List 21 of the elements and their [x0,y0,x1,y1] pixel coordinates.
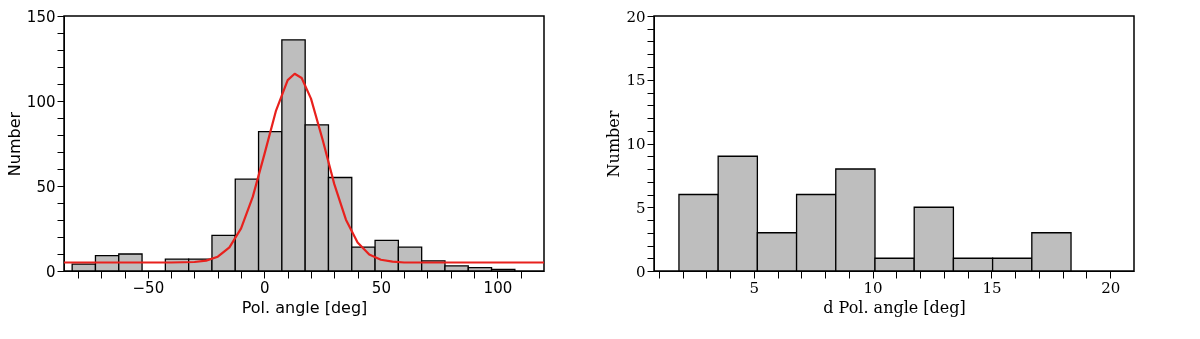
x-tick-label: 20 [1101,278,1121,297]
y-tick-label: 0 [45,262,56,281]
y-tick-label: 100 [26,92,56,111]
x-tick-label: 50 [371,278,391,297]
x-tick-label: 15 [982,278,1002,297]
y-tick-label: 20 [626,7,646,26]
y-tick-label: 5 [635,198,646,217]
y-axis-title: Number [604,110,624,178]
y-tick-label: 0 [635,262,646,281]
x-axis-title: d Pol. angle [deg] [823,297,966,317]
x-tick-label: 0 [260,278,270,297]
y-tick-label: 50 [36,177,56,196]
y-tick-label: 150 [26,7,56,26]
x-axis-title: Pol. angle [deg] [241,297,368,317]
x-tick-label: 10 [863,278,883,297]
x-tick-label: 5 [749,278,760,297]
x-tick-label: −50 [132,278,165,297]
y-tick-label: 15 [626,71,646,90]
x-tick-label: 100 [483,278,513,297]
y-tick-label: 10 [626,135,646,153]
y-axis-title: Number [4,111,24,177]
